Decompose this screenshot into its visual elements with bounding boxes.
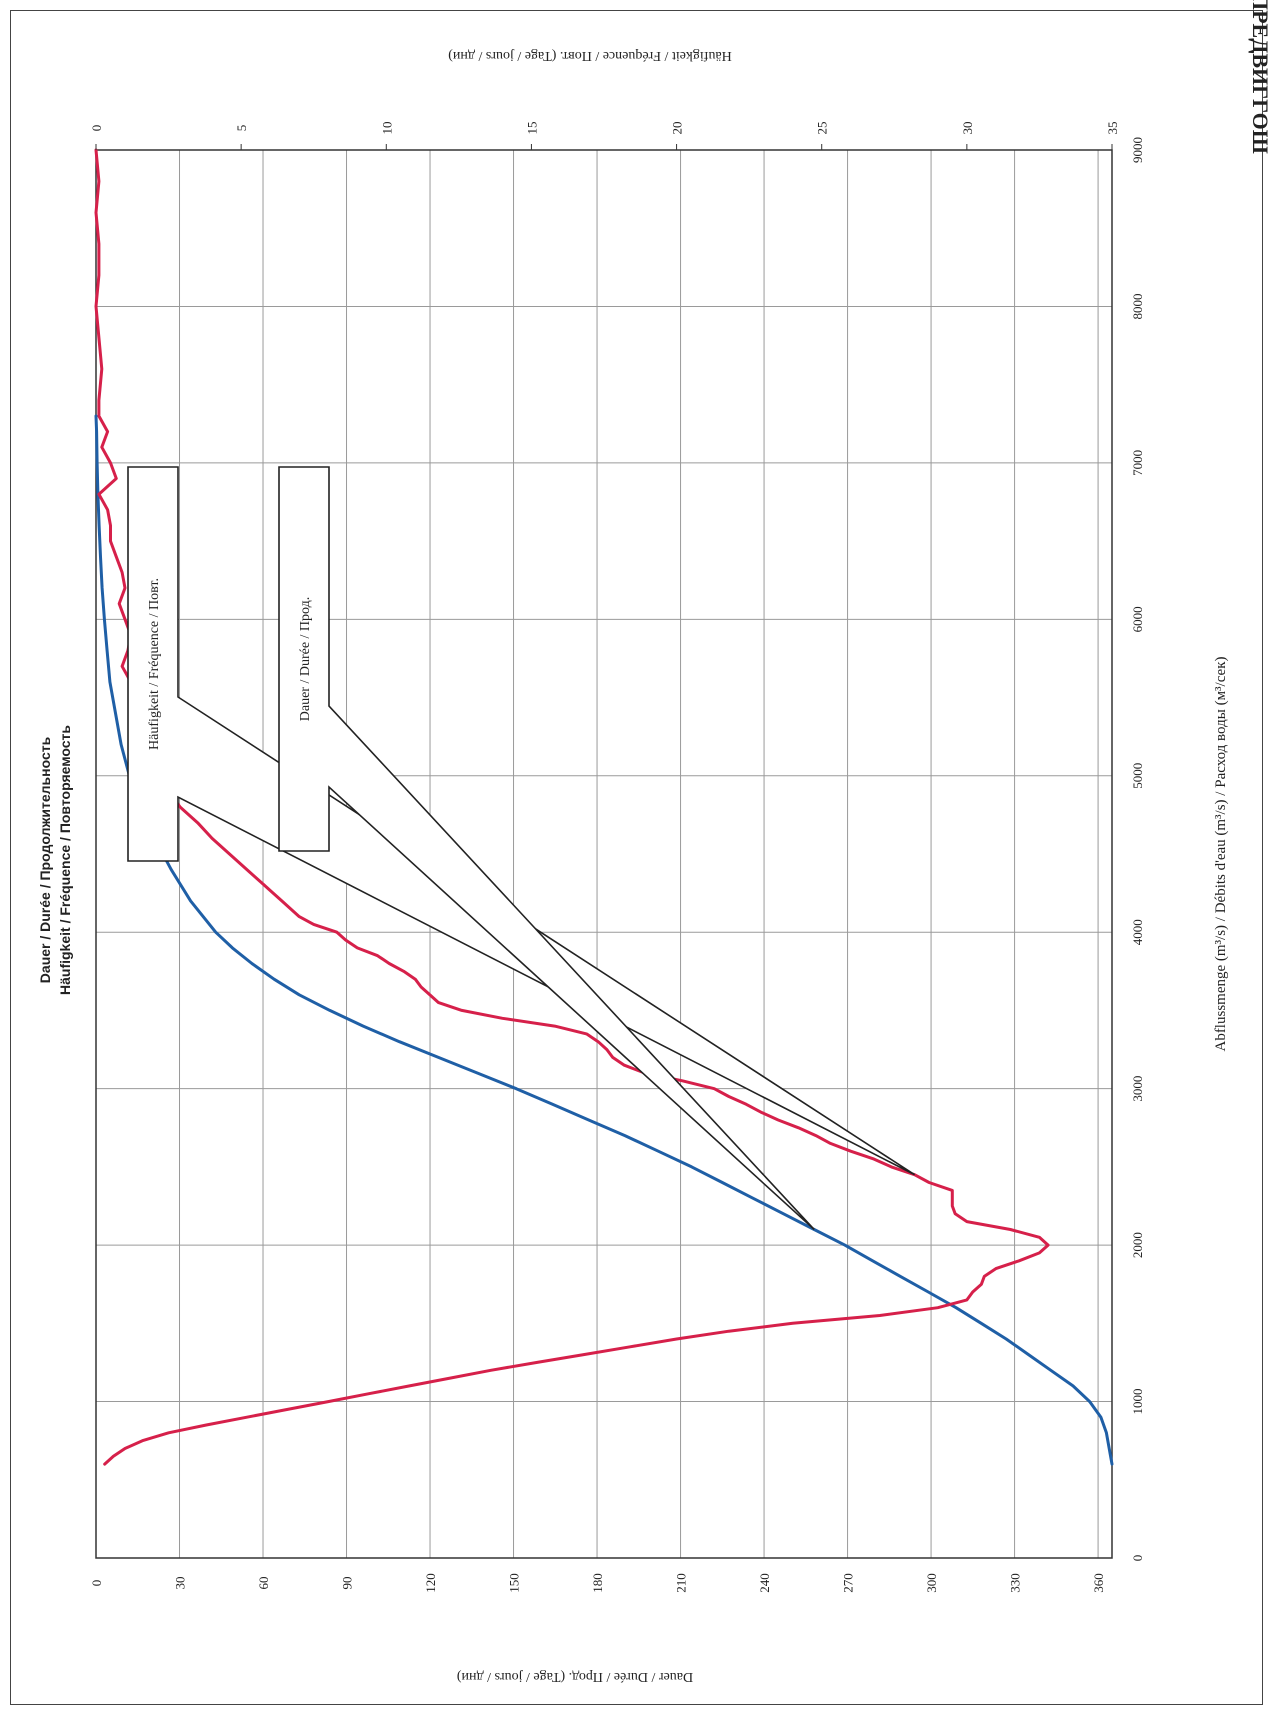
y-right-tick-label: 25 <box>815 122 830 135</box>
y-left-tick-label: 120 <box>423 1573 438 1593</box>
x-tick-label: 3000 <box>1130 1076 1145 1102</box>
y-right-tick-label: 15 <box>524 122 539 135</box>
chart-title: Dauer / Durée / Продолжительность <box>37 736 53 983</box>
y-left-tick-label: 270 <box>841 1573 856 1593</box>
y-left-tick-label: 240 <box>757 1573 772 1593</box>
y-right-axis-label: Häufigkeit / Fréquence / Повт. (Tage / j… <box>448 48 732 63</box>
y-left-tick-label: 60 <box>256 1577 271 1590</box>
callout-box <box>278 466 815 1231</box>
y-right-tick-label: 5 <box>234 125 249 132</box>
x-tick-label: 7000 <box>1130 450 1145 476</box>
callout-box <box>127 466 916 1176</box>
x-tick-label: 5000 <box>1130 763 1145 789</box>
chart-subtitle: Häufigkeit / Fréquence / Повторяемость <box>57 725 73 995</box>
y-left-tick-label: 300 <box>924 1573 939 1593</box>
y-right-tick-label: 20 <box>670 122 685 135</box>
y-left-axis-label: Dauer / Durée / Прод. (Tage / jours / дн… <box>457 1669 694 1684</box>
x-tick-label: 8000 <box>1130 293 1145 319</box>
y-right-tick-label: 35 <box>1105 122 1120 135</box>
page-frame <box>10 10 1263 1705</box>
x-tick-label: 2000 <box>1130 1232 1145 1258</box>
y-right-tick-label: 0 <box>89 125 104 132</box>
y-left-tick-label: 360 <box>1091 1573 1106 1593</box>
y-left-tick-label: 330 <box>1008 1573 1023 1593</box>
callout-layer: Häufigkeit / Fréquence / Повт. Dauer / Du… <box>127 466 916 1231</box>
y-left-tick-label: 30 <box>173 1577 188 1590</box>
y-left-tick-label: 150 <box>507 1573 522 1593</box>
plot-area <box>95 149 1113 1559</box>
y-left-tick-label: 210 <box>674 1573 689 1593</box>
series-layer <box>94 148 1114 1466</box>
y-left-tick-label: 90 <box>340 1577 355 1590</box>
x-tick-label: 4000 <box>1130 919 1145 945</box>
y-left-tick-label: 0 <box>89 1580 104 1587</box>
x-axis-label: Abflussmenge (m³/s) / Débits d'eau (m³/s… <box>1213 656 1229 1051</box>
series-line-frequency <box>94 148 1050 1466</box>
series-line-duration <box>94 414 1114 1466</box>
y-right-tick-label: 30 <box>960 122 975 135</box>
chart-grid <box>95 149 1112 1559</box>
callout-label: Dauer / Durée / Прод. <box>298 597 313 722</box>
y-right-tick-label: 10 <box>379 122 394 135</box>
callout-label: Häufigkeit / Fréquence / Повт. <box>147 578 162 750</box>
x-tick-label: 1000 <box>1130 1389 1145 1415</box>
x-tick-label: 0 <box>1130 1555 1145 1562</box>
x-tick-label: 6000 <box>1130 606 1145 632</box>
x-tick-label: 9000 <box>1130 137 1145 163</box>
y-left-tick-label: 180 <box>590 1573 605 1593</box>
